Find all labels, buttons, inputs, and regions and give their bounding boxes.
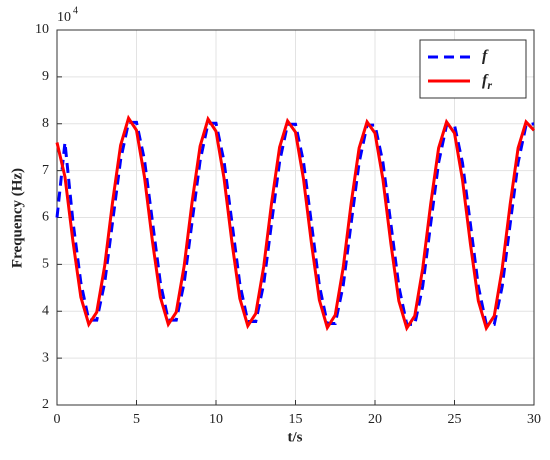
y-tick-label: 3	[42, 350, 49, 365]
x-tick-label: 0	[54, 412, 61, 427]
y-tick-label: 5	[42, 257, 49, 272]
y-tick-label: 6	[42, 210, 49, 225]
x-tick-label: 25	[448, 412, 462, 427]
y-multiplier-base: 10	[57, 10, 71, 25]
y-multiplier-power: 4	[73, 5, 78, 16]
legend-box	[419, 39, 527, 99]
series-line	[55, 114, 536, 332]
y-axis-label: Frequency (Hz)	[9, 168, 25, 268]
y-tick-label: 9	[42, 69, 49, 84]
x-axis-label: t/s	[288, 429, 303, 445]
x-tick-label: 30	[527, 412, 541, 427]
y-tick-label: 4	[42, 303, 49, 318]
legend-label: fr	[482, 72, 492, 92]
series-line	[55, 120, 535, 326]
x-tick-label: 5	[133, 412, 140, 427]
legend-label-sub: r	[487, 78, 492, 92]
y-tick-label: 2	[42, 397, 49, 412]
y-tick-label: 10	[35, 22, 49, 37]
y-tick-label: 7	[42, 163, 49, 178]
legend-label-main: f	[482, 72, 489, 89]
x-tick-label: 10	[209, 412, 223, 427]
y-tick-label: 8	[42, 116, 49, 131]
legend-label: f	[482, 48, 489, 65]
x-tick-label: 20	[368, 412, 382, 427]
x-tick-label: 15	[289, 412, 303, 427]
